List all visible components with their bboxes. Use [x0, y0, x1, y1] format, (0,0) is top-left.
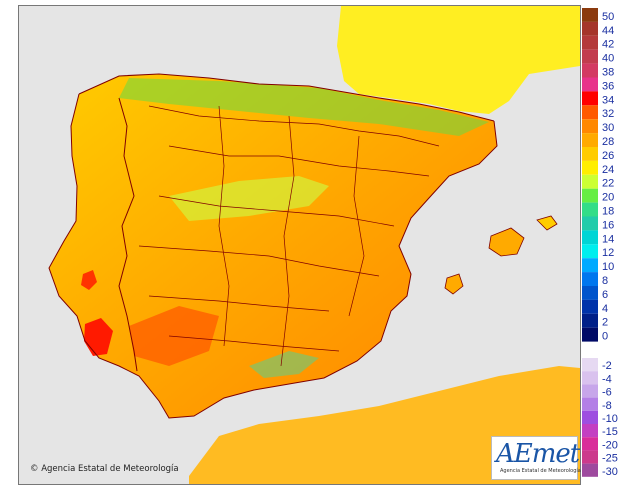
legend-pos-label-13: 20	[602, 192, 614, 204]
hot-spot-guadalquivir	[129, 306, 219, 366]
logo-subtitle: Agencia Estatal de Meteorología	[500, 468, 581, 474]
legend-pos-swatch-12	[582, 174, 598, 189]
legend-neg-swatch-0	[582, 358, 598, 372]
legend-pos-label-15: 16	[602, 219, 614, 231]
legend-neg-label-7: -25	[602, 453, 618, 465]
legend-pos-swatch-16	[582, 230, 598, 245]
legend-neg-swatch-3	[582, 397, 598, 411]
legend-neg-swatch-6	[582, 437, 598, 451]
legend-pos-swatch-15	[582, 216, 598, 231]
legend-pos-swatch-20	[582, 286, 598, 300]
legend-pos-label-7: 32	[602, 108, 614, 120]
legend-pos-swatch-6	[582, 91, 598, 106]
legend-positive-group: 5044424038363432302826242220181614121086…	[582, 8, 614, 343]
northern-cool-band	[119, 78, 489, 136]
province-borders	[138, 105, 440, 367]
legend-pos-swatch-13	[582, 188, 598, 203]
menorca-island	[536, 215, 558, 231]
legend-pos-label-0: 50	[602, 11, 614, 23]
legend-pos-swatch-7	[582, 105, 598, 120]
legend-neg-label-1: -4	[602, 373, 612, 385]
legend-pos-label-1: 44	[602, 25, 614, 37]
central-mountain-band	[169, 176, 329, 221]
legend-pos-swatch-11	[582, 160, 598, 175]
temperature-legend: 5044424038363432302826242220181614121086…	[582, 8, 618, 478]
legend-pos-swatch-2	[582, 35, 598, 50]
legend-pos-label-17: 12	[602, 247, 614, 259]
legend-pos-label-5: 36	[602, 80, 614, 92]
legend-pos-swatch-19	[582, 272, 598, 286]
mediterranean-mountains	[249, 351, 319, 378]
legend-pos-label-21: 4	[602, 303, 608, 315]
legend-pos-swatch-9	[582, 133, 598, 147]
legend-neg-label-4: -10	[602, 413, 618, 425]
legend-pos-swatch-18	[582, 258, 598, 273]
legend-pos-label-9: 28	[602, 136, 614, 148]
hot-spot-portugal	[84, 318, 113, 356]
aemet-logo: AEmet Agencia Estatal de Meteorología	[491, 436, 581, 480]
legend-pos-swatch-10	[582, 147, 598, 161]
legend-pos-label-19: 8	[602, 275, 608, 287]
copyright-notice: © Agencia Estatal de Meteorología	[30, 464, 179, 474]
legend-neg-swatch-2	[582, 384, 598, 398]
legend-pos-swatch-23	[582, 327, 598, 342]
legend-negative-group: -2-4 -6-8-10-15-20 -25-30	[582, 358, 618, 478]
legend-pos-label-23: 0	[602, 331, 608, 343]
legend-neg-swatch-7	[582, 450, 598, 464]
legend-pos-swatch-3	[582, 49, 598, 64]
legend-neg-label-6: -20	[602, 439, 618, 451]
legend-pos-label-22: 2	[602, 317, 608, 329]
international-border	[78, 73, 495, 122]
legend-neg-label-0: -2	[602, 360, 612, 372]
portugal-spain-border	[118, 97, 138, 372]
legend-pos-label-6: 34	[602, 94, 614, 106]
coastline	[48, 93, 498, 419]
legend-neg-swatch-8	[582, 463, 598, 477]
legend-pos-swatch-1	[582, 21, 598, 36]
mallorca-island	[488, 227, 525, 257]
legend-neg-label-3: -8	[602, 400, 612, 412]
legend-pos-label-12: 22	[602, 178, 614, 190]
legend-pos-swatch-14	[582, 202, 598, 217]
legend-neg-swatch-1	[582, 371, 598, 385]
logo-wordmark: AEmet	[496, 439, 580, 469]
legend-pos-label-20: 6	[602, 289, 608, 301]
legend-pos-label-10: 26	[602, 150, 614, 162]
legend-pos-label-4: 38	[602, 67, 614, 79]
legend-pos-label-16: 14	[602, 233, 614, 245]
legend-pos-label-2: 42	[602, 39, 614, 51]
legend-pos-label-18: 10	[602, 261, 614, 273]
legend-neg-label-8: -30	[602, 466, 618, 478]
legend-pos-swatch-22	[582, 313, 598, 328]
legend-neg-swatch-4	[582, 410, 598, 424]
legend-pos-label-14: 18	[602, 206, 614, 218]
legend-pos-label-3: 40	[602, 53, 614, 65]
legend-neg-label-2: -6	[602, 387, 612, 399]
france-land	[337, 6, 580, 114]
legend-pos-swatch-4	[582, 63, 598, 78]
ibiza-island	[444, 273, 464, 295]
legend-pos-swatch-0	[582, 8, 598, 22]
legend-pos-swatch-8	[582, 119, 598, 134]
legend-pos-label-8: 30	[602, 122, 614, 134]
northern-africa-land	[189, 366, 580, 484]
hot-spot-tagus	[81, 270, 97, 290]
temperature-map	[18, 5, 581, 485]
legend-pos-swatch-17	[582, 244, 598, 259]
legend-pos-swatch-5	[582, 77, 598, 92]
legend-neg-label-5: -15	[602, 426, 618, 438]
legend-pos-label-11: 24	[602, 164, 614, 176]
legend-neg-swatch-5	[582, 424, 598, 438]
legend-pos-swatch-21	[582, 299, 598, 314]
